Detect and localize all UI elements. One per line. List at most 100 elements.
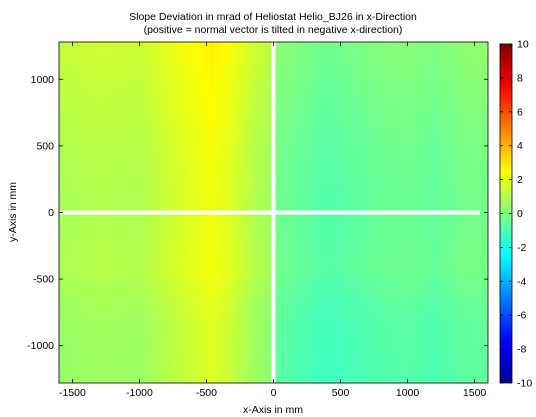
heatmap-cell bbox=[268, 368, 275, 377]
heatmap-cell bbox=[461, 127, 468, 135]
heatmap-cell bbox=[348, 70, 355, 79]
heatmap-cell bbox=[327, 176, 334, 185]
heatmap-cell bbox=[396, 56, 403, 64]
heatmap-cell bbox=[241, 113, 248, 121]
heatmap-cell bbox=[198, 42, 205, 50]
heatmap-cell bbox=[439, 120, 446, 128]
heatmap-cell bbox=[134, 240, 141, 249]
heatmap-cell bbox=[69, 354, 76, 363]
heatmap-cell bbox=[407, 212, 414, 221]
heatmap-cell bbox=[364, 155, 371, 164]
heatmap-cell bbox=[96, 347, 103, 356]
heatmap-cell bbox=[176, 127, 183, 135]
heatmap-cell bbox=[225, 141, 232, 150]
heatmap-cell bbox=[445, 290, 452, 299]
heatmap-cell bbox=[85, 354, 92, 363]
heatmap-cell bbox=[445, 212, 452, 221]
heatmap-cell bbox=[134, 276, 141, 285]
heatmap-cell bbox=[348, 162, 355, 171]
heatmap-cell bbox=[96, 113, 103, 121]
heatmap-cell bbox=[96, 56, 103, 64]
heatmap-cell bbox=[123, 84, 130, 93]
heatmap-cell bbox=[332, 326, 339, 334]
heatmap-cell bbox=[445, 326, 452, 334]
heatmap-cell bbox=[359, 155, 366, 164]
heatmap-cell bbox=[150, 148, 157, 157]
heatmap-cell bbox=[434, 219, 441, 228]
heatmap-cell bbox=[380, 290, 387, 299]
heatmap-cell bbox=[64, 226, 71, 235]
heatmap-cell bbox=[327, 326, 334, 334]
heatmap-cell bbox=[466, 375, 473, 383]
heatmap-cell bbox=[241, 191, 248, 199]
heatmap-cell bbox=[396, 113, 403, 121]
heatmap-cell bbox=[246, 219, 253, 228]
heatmap-cell bbox=[461, 205, 468, 214]
heatmap-cell bbox=[59, 368, 65, 377]
heatmap-cell bbox=[193, 162, 200, 171]
heatmap-cell bbox=[80, 198, 87, 206]
heatmap-cell bbox=[294, 176, 301, 185]
heatmap-cell bbox=[155, 77, 162, 86]
heatmap-cell bbox=[64, 283, 71, 292]
heatmap-cell bbox=[187, 269, 194, 278]
heatmap-cell bbox=[466, 233, 473, 242]
heatmap-cell bbox=[396, 134, 403, 143]
heatmap-cell bbox=[257, 233, 264, 242]
heatmap-cell bbox=[252, 375, 259, 383]
heatmap-cell bbox=[327, 311, 334, 320]
heatmap-cell bbox=[353, 333, 360, 341]
heatmap-cell bbox=[85, 105, 92, 114]
heatmap-cell bbox=[144, 262, 151, 270]
heatmap-cell bbox=[327, 212, 334, 221]
heatmap-cell bbox=[305, 70, 312, 79]
heatmap-cell bbox=[412, 304, 419, 313]
heatmap-cell bbox=[471, 240, 478, 249]
heatmap-cell bbox=[305, 347, 312, 356]
heatmap-cell bbox=[305, 84, 312, 93]
heatmap-cell bbox=[327, 205, 334, 214]
heatmap-cell bbox=[134, 304, 141, 313]
heatmap-cell bbox=[75, 184, 82, 192]
heatmap-cell bbox=[64, 276, 71, 285]
heatmap-cell bbox=[461, 162, 468, 171]
heatmap-cell bbox=[64, 155, 71, 164]
heatmap-cell bbox=[107, 248, 114, 256]
heatmap-cell bbox=[418, 233, 425, 242]
heatmap-cell bbox=[316, 368, 323, 377]
heatmap-cell bbox=[230, 169, 237, 178]
heatmap-cell bbox=[482, 91, 488, 100]
heatmap-cell bbox=[134, 361, 141, 370]
heatmap-cell bbox=[150, 120, 157, 128]
heatmap-cell bbox=[482, 290, 488, 299]
heatmap-cell bbox=[278, 91, 285, 100]
heatmap-cell bbox=[144, 91, 151, 100]
heatmap-cell bbox=[219, 70, 226, 79]
heatmap-cell bbox=[91, 326, 98, 334]
heatmap-cell bbox=[182, 63, 189, 72]
heatmap-cell bbox=[439, 311, 446, 320]
heatmap-cell bbox=[252, 297, 259, 306]
heatmap-cell bbox=[182, 304, 189, 313]
heatmap-cell bbox=[284, 333, 291, 341]
heatmap-cell bbox=[337, 269, 344, 278]
heatmap-cell bbox=[284, 368, 291, 377]
heatmap-cell bbox=[214, 127, 221, 135]
heatmap-cell bbox=[134, 134, 141, 143]
heatmap-cell bbox=[134, 233, 141, 242]
heatmap-cell bbox=[241, 205, 248, 214]
heatmap-cell bbox=[402, 340, 409, 349]
heatmap-cell bbox=[69, 340, 76, 349]
heatmap-cell bbox=[327, 198, 334, 206]
heatmap-cell bbox=[311, 361, 317, 370]
heatmap-cell bbox=[139, 113, 146, 121]
heatmap-cell bbox=[380, 347, 387, 356]
heatmap-cell bbox=[321, 255, 328, 263]
heatmap-cell bbox=[144, 141, 151, 150]
heatmap-cell bbox=[327, 191, 334, 199]
heatmap-cell bbox=[445, 276, 452, 285]
heatmap-cell bbox=[80, 77, 87, 86]
heatmap-cell bbox=[429, 326, 435, 334]
heatmap-cell bbox=[150, 63, 157, 72]
heatmap-cell bbox=[284, 219, 291, 228]
